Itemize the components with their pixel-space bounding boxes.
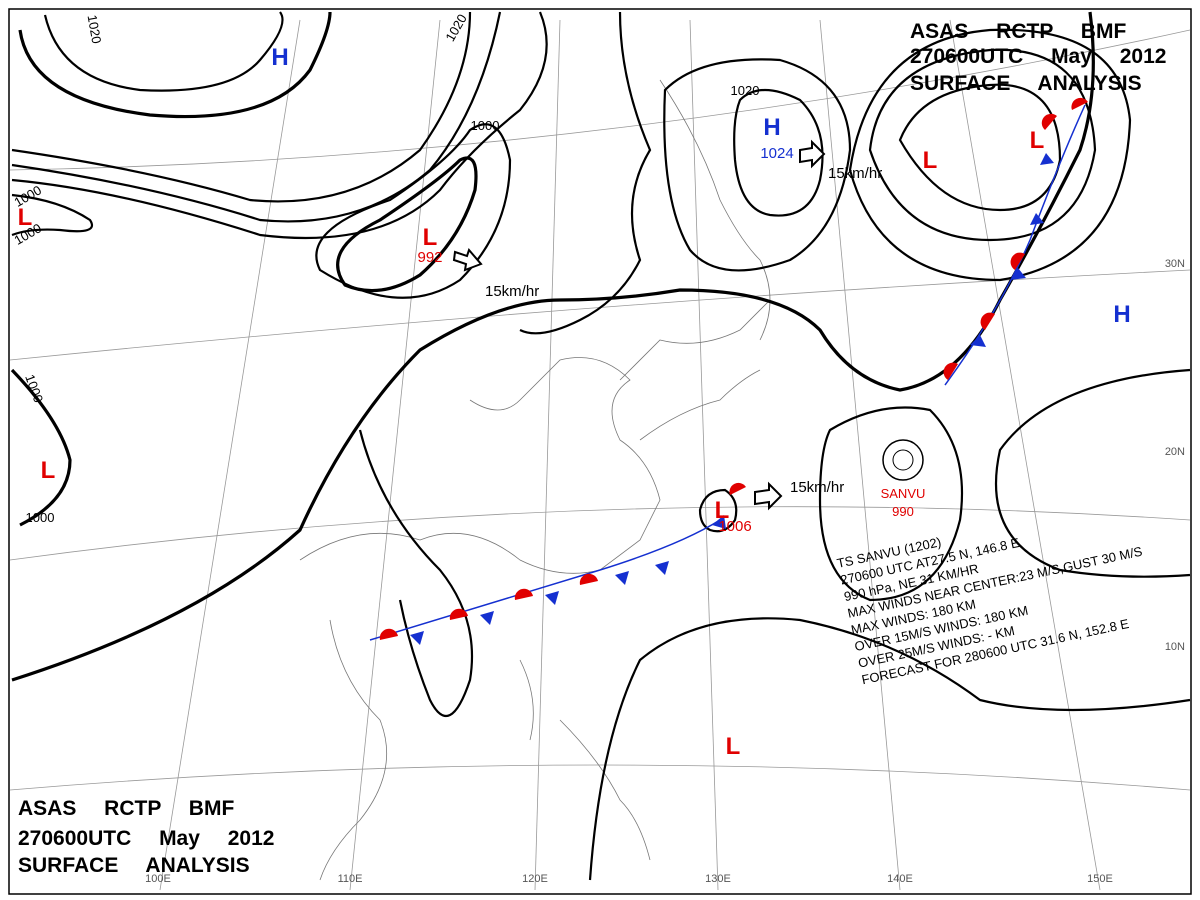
cold-front-triangles <box>410 153 1054 645</box>
isobar <box>663 58 852 272</box>
longitude-label: 100E <box>145 873 171 885</box>
meridian <box>349 19 441 891</box>
isobar <box>358 429 474 718</box>
header-line: ASAS RCTP BMF <box>910 20 1126 43</box>
isobar <box>11 11 1095 682</box>
center-pressure: 1006 <box>718 518 751 535</box>
longitude-label: 140E <box>887 873 913 885</box>
isobar <box>588 617 1191 881</box>
frame <box>8 8 1192 895</box>
header-line: 270600UTC May 2012 <box>910 45 1166 68</box>
isobar-label: 1000 <box>26 510 55 525</box>
isobar <box>11 11 548 240</box>
meridian <box>819 19 901 891</box>
isobar <box>18 11 332 119</box>
header-line: SURFACE ANALYSIS <box>910 72 1142 95</box>
meridian <box>689 19 719 891</box>
isobar <box>11 11 472 203</box>
center-label: L <box>41 457 56 484</box>
isobar <box>848 28 1132 282</box>
center-label: H <box>1113 301 1130 328</box>
center-label: L <box>715 497 730 524</box>
typhoon-circle <box>882 439 924 481</box>
storm-name: SANVU <box>881 486 926 501</box>
center-label: L <box>423 224 438 251</box>
arrow <box>754 481 783 511</box>
isobar-label: 1020 <box>731 83 760 98</box>
coastline <box>299 357 661 574</box>
meridian <box>949 19 1101 891</box>
arrow <box>452 248 483 272</box>
latitude-label: 10N <box>1165 641 1185 653</box>
motion-label: 15km/hr <box>828 165 882 182</box>
isobar-label: 1020 <box>85 14 105 45</box>
isobar-label: 1000 <box>471 118 500 133</box>
header-line: SURFACE ANALYSIS <box>18 854 250 877</box>
latitude-label: 20N <box>1165 446 1185 458</box>
center-pressure: 1024 <box>760 145 793 162</box>
typhoon-circle <box>892 449 914 471</box>
isobar <box>43 11 284 92</box>
isobar <box>698 488 738 533</box>
parallel <box>9 764 1191 791</box>
parallel <box>9 29 1191 171</box>
axis-labels: 100E 110E 120E 130E 140E 150E 30N 20N 10N <box>145 258 1185 885</box>
parallel <box>9 506 1191 561</box>
longitude-label: 110E <box>338 873 363 885</box>
warm-front-semicircles <box>379 97 1088 640</box>
longitude-label: 130E <box>705 873 731 885</box>
motion-arrows <box>452 139 826 511</box>
meridian <box>159 19 301 891</box>
isobar <box>733 89 824 217</box>
isobar <box>336 156 478 293</box>
center-label: L <box>923 147 938 174</box>
isobar <box>818 406 964 602</box>
isobar <box>10 368 72 527</box>
coastlines <box>299 79 771 881</box>
longitude-label: 120E <box>522 873 548 885</box>
center-label: L <box>726 733 741 760</box>
coastline <box>619 299 771 441</box>
coastline <box>319 619 388 881</box>
center-label: L <box>1030 127 1045 154</box>
isobar <box>898 83 1062 212</box>
storm-pressure: 990 <box>892 504 914 519</box>
isobars <box>10 11 1191 881</box>
motion-label: 15km/hr <box>485 283 539 300</box>
stationary-front <box>369 519 721 641</box>
header-line: 270600UTC May 2012 <box>18 827 274 850</box>
latitude-label: 30N <box>1165 258 1185 270</box>
meridian <box>534 19 561 891</box>
center-label: L <box>18 204 33 231</box>
isobar <box>315 123 512 299</box>
isobar <box>11 193 93 237</box>
center-label: H <box>271 44 288 71</box>
isobar <box>868 48 1097 242</box>
center-label: H <box>763 114 780 141</box>
arrow <box>799 139 826 169</box>
longitude-label: 150E <box>1087 873 1113 885</box>
fronts <box>369 97 1088 645</box>
header-line: ASAS RCTP BMF <box>18 797 234 820</box>
coastline <box>659 79 771 341</box>
isobar <box>994 368 1191 578</box>
isobar <box>519 11 652 335</box>
motion-labels: 15km/hr 15km/hr 15km/hr <box>485 165 882 496</box>
coastline <box>519 659 651 861</box>
motion-label: 15km/hr <box>790 479 844 496</box>
center-pressure: 992 <box>417 249 442 266</box>
isobar <box>11 11 502 223</box>
